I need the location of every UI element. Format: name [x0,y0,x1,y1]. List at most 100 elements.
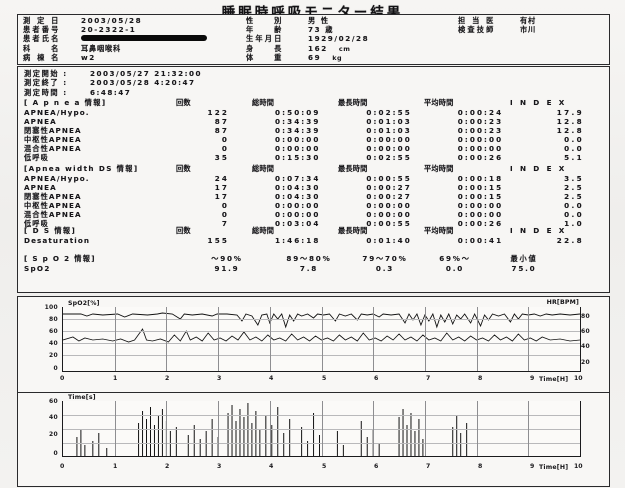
cell-max: 0:00:27 [366,191,412,201]
table-header-row: [ D S 情報] 回数 総時間 最長時間 平均時間 I N D E X [24,226,602,235]
field-label: 患者氏名 [23,34,61,44]
block-heading: [ S p O 2 情報] [24,254,96,263]
cell-index: 17.9 [556,107,585,117]
chart-xlabel: Time[H] [539,376,569,383]
field-doctor: 担 当 医 有村 [458,16,608,25]
column-header-index: I N D E X [510,226,567,235]
cell-max: 0:01:40 [366,235,412,245]
column-header-count: 回数 [176,98,191,107]
cell-index: 2.5 [564,191,585,201]
column-header-max-time: 最長時間 [338,164,368,173]
xtick-6: 6 [374,375,379,382]
ytick-right-40: 40 [581,343,590,350]
chart-ylabel-left: SpO2[%] [68,300,100,307]
row-label: 中枢性APNEA [24,134,82,144]
field-label: 体 重 [246,52,284,62]
xtick-5: 5 [322,375,327,382]
cell-index: 2.5 [564,182,585,192]
measurement-duration-row: 測定時間 : 6:48:47 [24,88,202,97]
cell-total: 0:15:30 [275,153,321,163]
apnea-event-spikes [76,403,468,456]
table-row: APNEA/Hypo. 122 0:50:09 0:02:55 0:00:24 … [24,108,602,117]
chart2-ylabel-left: Time[s] [68,394,96,401]
column-header-max-time: 最長時間 [338,98,368,107]
column-header-count: 回数 [176,164,191,173]
field-sex: 性 別 男 性 [246,16,451,25]
measurement-duration-value: 6:48:47 [90,87,132,97]
table-header-row: [ A p n e a 情報] 回数 総時間 最長時間 平均時間 I N D E… [24,98,602,107]
cell-index: 0.0 [564,134,585,144]
xtick-3: 3 [217,375,222,382]
measurement-end-value: 2003/05/28 4:20:47 [90,78,196,88]
row-label: 混合性APNEA [24,209,82,219]
row-label: APNEA [24,116,57,126]
field-value: 男 性 [308,16,330,25]
table-row: 中枢性APNEA 0 0:00:00 0:00:00 0:00:00 0.0 [24,201,602,210]
field-height: 身 長 162 cm [246,44,451,53]
cell-index: 12.8 [556,116,585,126]
cell-count: 0 [221,209,230,219]
cell-count: 155 [207,235,230,245]
cell-count: 17 [214,191,230,201]
column-header-minimum: 最小値 [510,254,538,263]
xtick2-6: 6 [374,463,379,470]
row-label: 閉塞性APNEA [24,191,82,201]
field-label: 検査技師 [458,25,496,35]
apnea-duration-chart: Time[s] 60 40 20 0 [17,392,610,487]
ytick-left-100: 100 [44,304,58,311]
field-patient-number: 患者番号 20-2322-1 [23,25,253,34]
ytick-left-0: 0 [53,365,58,372]
cell-avg: 0:00:23 [457,116,504,126]
ytick2-0: 0 [53,450,58,457]
cell-avg: 0:00:00 [457,209,504,219]
cell-index: 0.0 [564,209,585,219]
apnea-width-ds-block: [Apnea width DS 情報] 回数 総時間 最長時間 平均時間 I N… [24,164,602,228]
chart-ylabel-right: HR[BPM] [546,299,579,306]
cell-count: 7 [221,219,230,229]
cell-max: 0:01:03 [366,125,412,135]
field-ward: 病 棟 名 w2 [23,53,253,62]
table-row: 中枢性APNEA 0 0:00:00 0:00:00 0:00:00 0.0 [24,135,602,144]
block-heading: [ A p n e a 情報] [24,98,107,107]
field-weight: 体 重 69 kg [246,53,451,62]
spo2-hr-chart: SpO2[%] HR[BPM] 100 80 60 40 20 0 80 60 … [17,296,610,396]
measurement-end-label: 測定終了 : [24,78,68,88]
spo2-info-block: [ S p O 2 情報] ～90% 89～80% 79～70% 69%～ 最小… [24,254,602,273]
cell-avg: 0:00:24 [457,107,504,117]
cell-max: 0:00:00 [366,200,412,210]
cell-total: 0:04:30 [275,191,321,201]
results-sheet: 測定開始 : 2003/05/27 21:32:00 測定終了 : 2003/0… [17,66,610,293]
field-value: w2 [81,52,96,62]
cell-count: 87 [214,125,230,135]
field-label: 生年月日 [246,34,284,44]
xtick2-8: 8 [478,463,483,470]
xtick-2: 2 [165,375,170,382]
xtick-9: 9 [530,375,535,382]
cell-max: 0:00:00 [366,209,412,219]
cell-max: 0:01:03 [366,116,412,126]
table-row: APNEA 87 0:34:39 0:01:03 0:00:23 12.8 [24,117,602,126]
cell-total: 0:03:04 [275,219,321,229]
cell-max: 0:00:27 [366,182,412,192]
cell-total: 0:00:00 [275,143,321,153]
row-label: SpO2 [24,263,51,273]
field-value: 162 [308,43,328,53]
field-value: 20-2322-1 [81,25,137,35]
field-label: 年 齢 [246,25,284,35]
cell-max: 0:00:55 [366,173,412,183]
measurement-start-label: 測定開始 : [24,69,68,78]
column-header-total-time: 総時間 [252,226,275,235]
cell-total: 0:34:39 [275,125,321,135]
field-age: 年 齢 73 歳 [246,25,451,34]
table-row: 混合性APNEA 0 0:00:00 0:00:00 0:00:00 0.0 [24,144,602,153]
cell-index: 12.8 [556,125,585,135]
field-value: 耳鼻咽喉科 [81,43,121,53]
ytick2-60: 60 [49,398,58,405]
cell-total: 1:46:18 [275,235,321,245]
cell-count: 122 [207,107,230,117]
cell-avg: 0:00:15 [457,191,504,201]
column-header-index: I N D E X [510,98,567,107]
cell-max: 0:00:00 [366,143,412,153]
table-row: 閉塞性APNEA 17 0:04:30 0:00:27 0:00:15 2.5 [24,192,602,201]
xtick2-4: 4 [269,463,274,470]
